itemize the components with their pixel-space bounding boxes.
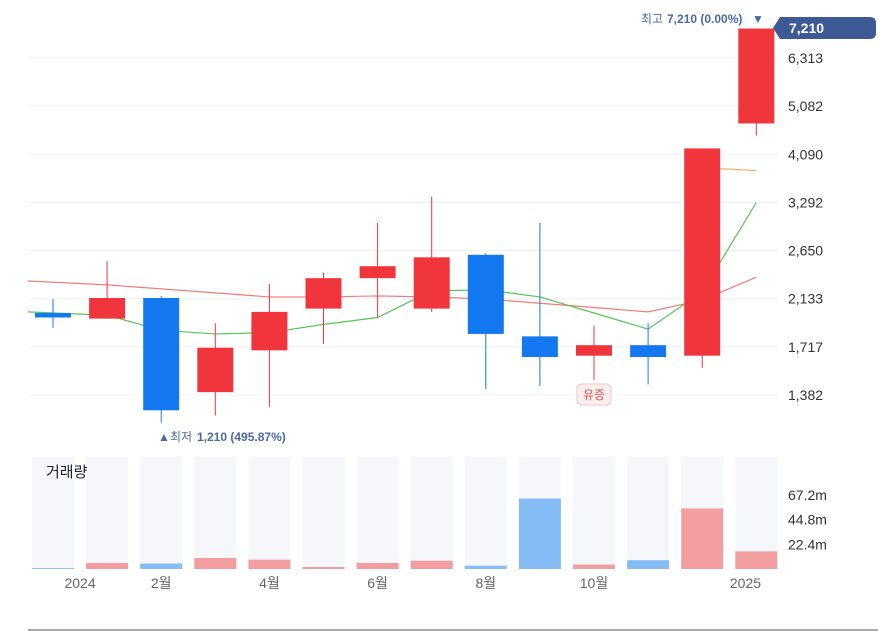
volume-bar [32, 568, 74, 569]
time-tick-label: 2024 [64, 575, 95, 591]
time-axis: 2024 2월 4월 6월 8월 10월 2025 [64, 575, 761, 591]
candle-body [251, 311, 288, 351]
event-badge-text: 유증 [583, 388, 605, 402]
candle-body [467, 254, 504, 334]
time-tick-label: 8월 [475, 575, 496, 591]
price-tick-label: 2,133 [788, 291, 823, 307]
volume-slot [627, 457, 670, 569]
low-marker-arrow: ▲ [158, 430, 170, 444]
volume-bar [302, 567, 345, 569]
candle-body [576, 345, 612, 356]
high-marker-prefix: 최고 [641, 12, 663, 26]
volume-bar [627, 560, 670, 569]
candle-body [738, 28, 775, 124]
time-tick-label: 2025 [730, 575, 761, 591]
price-tick-label: 4,090 [788, 146, 823, 162]
volume-bar [410, 560, 453, 569]
price-grid [28, 57, 778, 396]
volume-slot [248, 457, 291, 569]
last-price-text: 7,210 [789, 20, 824, 36]
volume-slot [410, 457, 453, 569]
high-marker-arrow: ▼ [752, 12, 764, 26]
volume-bar [735, 551, 778, 569]
volume-slot [140, 457, 183, 569]
time-tick-label: 4월 [259, 575, 280, 591]
volume-bar [464, 565, 507, 569]
candle-body [305, 278, 342, 309]
candle-body [35, 313, 71, 318]
candles [35, 28, 775, 423]
candle-body [630, 345, 667, 358]
volume-slot [86, 457, 129, 569]
volume-bar [518, 498, 561, 569]
volume-bar [356, 562, 399, 569]
candle-body [197, 347, 234, 393]
price-tick-label: 1,717 [788, 339, 823, 355]
price-tick-label: 5,082 [788, 98, 823, 114]
volume-slot [735, 457, 778, 569]
volume-tick-label: 67.2m [788, 487, 827, 503]
volume-slot [32, 457, 74, 569]
price-axis: 6,313 5,082 4,090 3,292 2,650 2,133 1,717 1,382 [788, 50, 823, 403]
candle-body [413, 257, 450, 309]
volume-title: 거래량 [46, 464, 88, 481]
ma-mid-line [27, 276, 757, 313]
candle-body [143, 297, 180, 411]
candle-body [359, 266, 396, 279]
volume-bars [32, 457, 778, 569]
candle-body [684, 148, 721, 356]
low-marker-prefix: 최저 [170, 430, 192, 444]
low-marker-value: 1,210 (495.87%) [197, 430, 286, 444]
candle-body [89, 297, 126, 319]
price-tick-label: 6,313 [788, 50, 823, 66]
volume-tick-label: 22.4m [788, 536, 827, 552]
high-marker-value: 7,210 (0.00%) [667, 12, 742, 26]
volume-slot [464, 457, 507, 569]
volume-slot [194, 457, 237, 569]
volume-tick-label: 44.8m [788, 512, 827, 528]
time-tick-label: 10월 [580, 575, 608, 591]
volume-slot [356, 457, 399, 569]
last-price-tag: 7,210 [773, 17, 876, 39]
volume-slot [573, 457, 615, 569]
price-tick-label: 3,292 [788, 194, 823, 210]
volume-bar [140, 563, 183, 569]
volume-bar [248, 559, 291, 569]
price-tick-label: 2,650 [788, 243, 823, 259]
volume-slot [302, 457, 345, 569]
time-tick-label: 2월 [151, 575, 172, 591]
price-tick-label: 1,382 [788, 387, 823, 403]
volume-axis: 67.2m 44.8m 22.4m [788, 487, 827, 552]
candle-body [521, 336, 558, 358]
volume-bar [573, 564, 615, 569]
time-tick-label: 6월 [367, 575, 388, 591]
volume-bar [86, 562, 129, 569]
event-badge: 유증 [576, 383, 612, 406]
volume-bar [681, 508, 724, 569]
volume-bar [194, 557, 237, 569]
